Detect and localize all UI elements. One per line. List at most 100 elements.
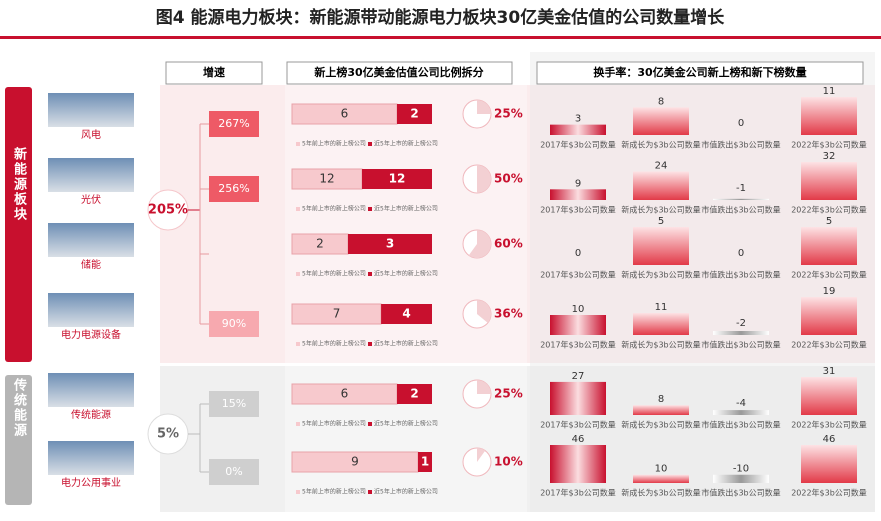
turnover-label: 2022年$3b公司数量 [791,140,867,150]
turnover-value: 11 [655,302,668,313]
legend-swatch [368,142,372,146]
legend-label: 近5年上市的新上榜公司 [374,488,438,496]
new-value: 12 [389,172,406,186]
turnover-value: 11 [823,86,836,97]
old-value: 7 [333,307,341,321]
turnover-bar [801,162,857,200]
row-name: 风电 [81,128,101,141]
thumbnail [48,93,134,127]
turnover-bar [633,171,689,200]
legend-label: 近5年上市的新上榜公司 [374,340,438,348]
growth-box [209,176,259,202]
turnover-label: 2022年$3b公司数量 [791,488,867,498]
panel-old [160,366,875,512]
turnover-value: 0 [575,248,581,259]
legend-swatch [296,342,300,346]
legend-label: 5年前上市的新上榜公司 [302,205,366,213]
growth-box [209,391,259,417]
pie-slice [477,100,491,114]
turnover-value: -1 [736,183,746,194]
turnover-value: 32 [823,151,836,162]
turnover-value: 46 [823,434,836,445]
thumbnail [48,441,134,475]
thumbnail [48,158,134,192]
turnover-value: -4 [736,398,746,409]
turnover-bar [550,315,606,335]
new-bar [418,452,432,472]
pie-slice [477,448,486,462]
legend-label: 近5年上市的新上榜公司 [374,270,438,278]
group-growth: 5% [157,427,179,442]
header: 增速 [203,65,225,79]
turnover-label: 2022年$3b公司数量 [791,340,867,350]
header-box [536,61,864,85]
thumb-caption-bg [48,127,134,143]
turnover-label: 2017年$3b公司数量 [540,488,616,498]
turnover-label: 2017年$3b公司数量 [540,140,616,150]
turnover-value: 5 [826,216,832,227]
new-bar [362,169,432,189]
legend-label: 5年前上市的新上榜公司 [302,140,366,148]
new-value: 2 [410,107,418,121]
turnover-value: 27 [572,371,585,382]
ratio-label: 50% [494,172,523,186]
legend-label: 近5年上市的新上榜公司 [374,140,438,148]
turnover-label: 新成长为$3b公司数量 [621,205,700,215]
legend-label: 5年前上市的新上榜公司 [302,270,366,278]
thumbnail [48,373,134,407]
legend-label: 5年前上市的新上榜公司 [302,340,366,348]
group-growth: 205% [148,203,188,218]
old-value: 2 [316,237,324,251]
turnover-value: 0 [738,118,744,129]
new-value: 1 [421,455,429,469]
legend-label: 5年前上市的新上榜公司 [302,420,366,428]
pie-slice [477,165,491,193]
turnover-bar [550,189,606,200]
growth-box [209,459,259,485]
turnover-value: 8 [658,96,664,107]
turnover-bar [633,474,689,483]
ratio-label: 10% [494,455,523,469]
new-bar [348,234,432,254]
turnover-label: 市值跌出$3b公司数量 [701,205,780,215]
turnover-bar [801,227,857,265]
turnover-bar [713,198,769,200]
old-value: 6 [341,107,349,121]
title-rule [0,36,881,39]
turnover-bar [713,410,769,415]
new-value: 3 [386,237,394,251]
turnover-value: 5 [658,216,664,227]
pie-slice [468,230,491,258]
new-value: 4 [402,307,410,321]
turnover-bar [633,313,689,335]
turnover-value: 0 [738,248,744,259]
turnover-label: 市值跌出$3b公司数量 [701,340,780,350]
turnover-bar [633,405,689,415]
turnover-value: -10 [733,464,749,475]
growth-value: 0% [225,465,242,478]
turnover-label: 新成长为$3b公司数量 [621,140,700,150]
turnover-label: 2017年$3b公司数量 [540,340,616,350]
legend-swatch [296,272,300,276]
thumbnail [48,293,134,327]
turnover-label: 新成长为$3b公司数量 [621,488,700,498]
legend-swatch [296,142,300,146]
thumb-caption-bg [48,475,134,491]
new-bar [397,104,432,124]
turnover-bar [801,445,857,483]
legend-swatch [296,422,300,426]
turnover-value: -2 [736,318,746,329]
header-box [165,61,263,85]
row-name: 光伏 [81,193,101,206]
turnover-label: 市值跌出$3b公司数量 [701,420,780,430]
turnover-label: 市值跌出$3b公司数量 [701,270,780,280]
ratio-label: 25% [494,107,523,121]
ratio-label: 25% [494,387,523,401]
legend-swatch [368,207,372,211]
turnover-value: 8 [658,394,664,405]
turnover-bar [633,107,689,135]
growth-value: 256% [218,182,249,195]
new-bar [381,304,432,324]
turnover-label: 2022年$3b公司数量 [791,270,867,280]
